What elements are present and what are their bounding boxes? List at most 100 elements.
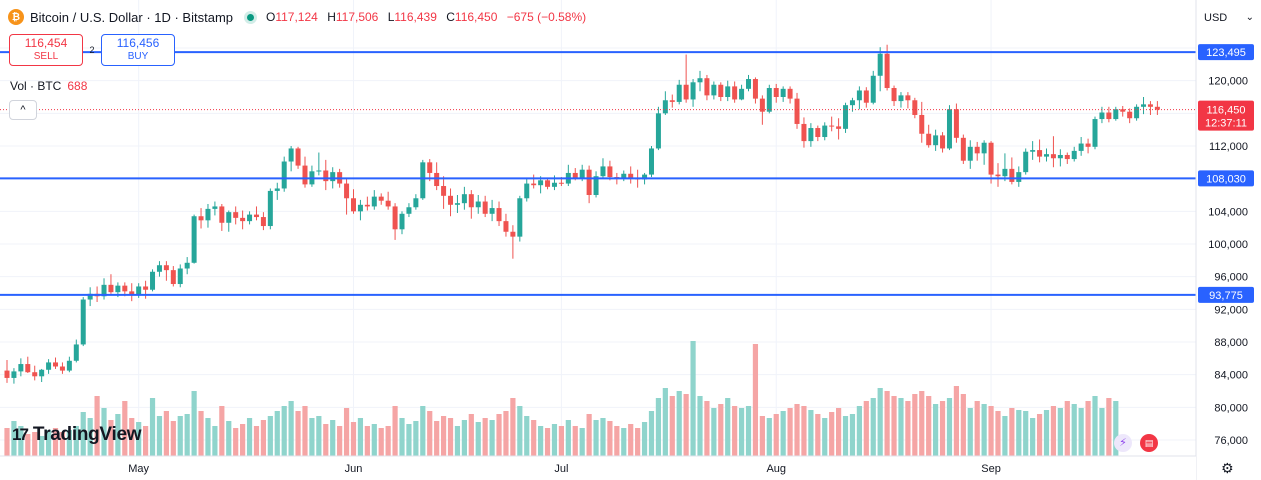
candle-body (690, 82, 696, 100)
candle-body (877, 53, 883, 76)
us-flag-icon[interactable]: ▤ (1140, 434, 1158, 452)
volume-bar (475, 422, 481, 456)
candle-body (628, 173, 634, 178)
candle-body (891, 88, 897, 102)
price-axis[interactable]: 76,000 80,000 84,000 88,000 92,000 96,000 100,… (1195, 0, 1261, 480)
time-axis[interactable]: May Jun Jul Aug Sep (0, 455, 1196, 480)
candle-body (718, 84, 724, 97)
candle-body (454, 203, 460, 205)
candle-body (475, 201, 481, 208)
volume-bar (212, 426, 218, 456)
lightning-icon[interactable]: ⚡ (1114, 434, 1132, 452)
candle-body (759, 98, 765, 112)
volume-bar (953, 386, 960, 456)
candle-body (607, 166, 613, 178)
candle-body (981, 142, 987, 154)
volume-bar (198, 411, 204, 456)
volume-bar (108, 420, 114, 456)
volume-bar (836, 408, 842, 456)
volume-bar (676, 391, 682, 456)
tradingview-logo[interactable]: 17 TradingView (12, 424, 142, 445)
volume-bar (101, 408, 107, 456)
y-tick-label: 96,000 (1214, 272, 1248, 284)
candle-body (240, 217, 246, 222)
volume-bar (4, 428, 10, 456)
volume-bar (1016, 410, 1022, 456)
volume-bar (870, 398, 876, 456)
candle-body (184, 262, 190, 269)
sell-button[interactable]: 116,454 SELL (9, 34, 83, 66)
symbol-title[interactable]: Bitcoin / U.S. Dollar · 1D · Bitstamp (30, 9, 233, 25)
candle-body (1085, 143, 1091, 147)
volume-bar (856, 406, 862, 456)
candle-body (101, 284, 107, 297)
volume-bar (939, 401, 946, 456)
candle-body (572, 172, 578, 179)
candle-body (1037, 150, 1043, 157)
candle-body (558, 182, 564, 184)
volume-bar (122, 401, 128, 456)
candle-body (288, 148, 294, 162)
candle-body (66, 360, 72, 371)
volume-bar (1078, 408, 1084, 456)
volume-bar (482, 418, 488, 456)
collapse-button[interactable]: ^ (9, 100, 37, 120)
volume-bar (745, 406, 752, 456)
volume-bar (579, 428, 585, 456)
candle-body (545, 180, 551, 187)
low-value: 116,439 (394, 10, 437, 24)
volume-bar (94, 396, 100, 456)
candle-body (642, 174, 648, 180)
volume-bar (544, 428, 551, 456)
level-label-bg (1198, 170, 1254, 187)
volume-bar (669, 396, 675, 456)
volume-bar (73, 426, 79, 456)
high-value: 117,506 (335, 10, 379, 24)
change-value: −675 (−0.58%) (506, 10, 587, 24)
volume-bar (461, 420, 467, 456)
trade-buttons: 116,454 SELL 2 116,456 BUY (9, 34, 175, 66)
candle-body (392, 206, 398, 230)
spread-value: 2 (89, 45, 95, 55)
volume-bar (440, 416, 447, 456)
volume-bar (1030, 418, 1036, 456)
candle-body (1154, 106, 1160, 110)
candle-body (25, 364, 31, 373)
volume-bar (655, 398, 662, 456)
volume-bar (330, 420, 336, 456)
buy-button[interactable]: 116,456 BUY (101, 34, 175, 66)
candle-body (1002, 168, 1008, 177)
volume-bar (891, 396, 897, 456)
candle-body (1127, 111, 1133, 119)
candle-body (399, 213, 405, 230)
candle-body (704, 78, 710, 96)
gear-icon[interactable]: ⚙ (1221, 460, 1234, 476)
last-price-badge (1198, 100, 1254, 131)
candle-body (856, 90, 862, 101)
volume-bar (454, 426, 461, 456)
candle-body (884, 53, 890, 89)
volume-bar (1071, 404, 1077, 456)
candle-body (919, 114, 925, 134)
volume-bar (447, 418, 454, 456)
volume-bar (905, 401, 911, 456)
candle-body (1106, 112, 1112, 120)
horizontal-levels[interactable] (0, 51, 1196, 296)
candle-body (212, 206, 218, 209)
volume-bar (1009, 408, 1015, 456)
volume-bar (253, 426, 260, 456)
candle-body (600, 166, 606, 177)
candle-body (406, 207, 412, 214)
candle-body (1050, 154, 1056, 159)
volume-bar (288, 401, 294, 456)
volume-legend[interactable]: Vol · BTC 688 (10, 79, 88, 93)
volume-bar (607, 421, 613, 456)
volume-bar (1092, 396, 1098, 456)
volume-bar (420, 406, 426, 456)
currency-selector[interactable]: USD ⌄ (1202, 8, 1256, 28)
candle-body (170, 270, 176, 285)
candle-body (371, 196, 377, 207)
volume-bar (1057, 408, 1063, 456)
volume-bar (191, 391, 197, 456)
